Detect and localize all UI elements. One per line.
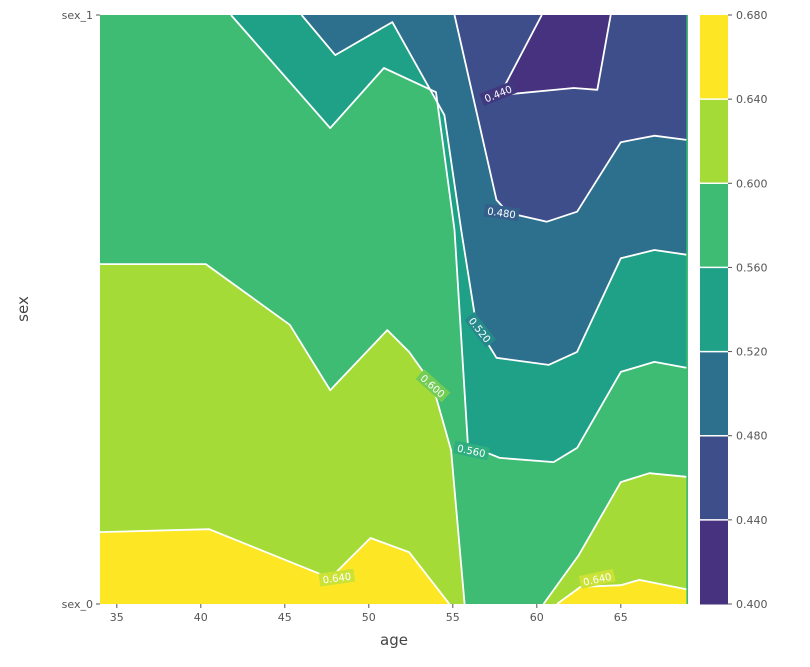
- y-tick-label: sex_0: [62, 598, 93, 611]
- x-tick-label: 55: [446, 611, 460, 624]
- contour-line: [453, 14, 687, 223]
- colorbar-band: [700, 435, 728, 521]
- contour-band: [557, 579, 687, 604]
- contour-line: [100, 263, 466, 605]
- colorbar-band: [700, 267, 728, 353]
- colorbar-band: [700, 99, 728, 184]
- colorbar-band: [700, 351, 728, 437]
- colorbar-tick-label: 0.400: [736, 598, 768, 611]
- x-tick-label: 40: [194, 611, 208, 624]
- contour-band: [100, 529, 450, 604]
- x-tick-label: 35: [110, 611, 124, 624]
- contour-line: [542, 472, 687, 605]
- colorbar-tick-label: 0.600: [736, 177, 768, 190]
- x-tick-label: 50: [362, 611, 376, 624]
- colorbar-band: [700, 15, 728, 100]
- contour-line: [498, 14, 612, 96]
- x-tick-label: 45: [278, 611, 292, 624]
- contour-line: [556, 579, 687, 605]
- svg-text:0.480: 0.480: [486, 206, 516, 221]
- svg-text:0.640: 0.640: [322, 572, 352, 587]
- colorbar-tick-label: 0.520: [736, 346, 768, 359]
- colorbar-tick-label: 0.440: [736, 514, 768, 527]
- contour-band: [454, 15, 687, 222]
- x-axis-label: age: [380, 631, 408, 649]
- contour-label: 0.640: [318, 568, 356, 587]
- x-tick-label: 60: [530, 611, 544, 624]
- contour-band: [543, 473, 687, 604]
- contour-label: 0.480: [483, 203, 520, 221]
- y-tick-label: sex_1: [62, 9, 93, 22]
- y-axis-label: sex: [13, 296, 32, 322]
- colorbar-tick-label: 0.680: [736, 9, 768, 22]
- colorbar-band: [700, 519, 728, 605]
- colorbar-tick-label: 0.480: [736, 430, 768, 443]
- colorbar-band: [700, 183, 728, 268]
- contour-band: [499, 15, 611, 96]
- contour-line: [99, 528, 451, 605]
- x-tick-label: 65: [614, 611, 628, 624]
- colorbar-tick-label: 0.560: [736, 261, 768, 274]
- contour-band: [100, 264, 465, 604]
- colorbar-tick-label: 0.640: [736, 93, 768, 106]
